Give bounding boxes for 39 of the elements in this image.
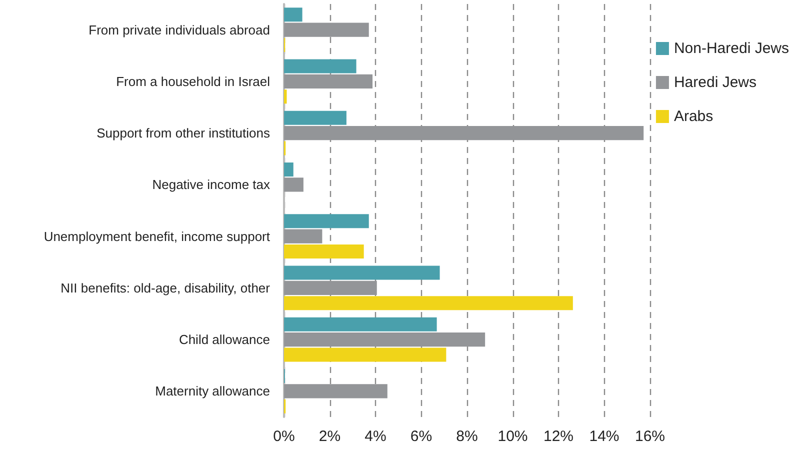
y-tick-label: Negative income tax: [152, 177, 270, 192]
bar: [284, 74, 373, 88]
bar: [284, 110, 346, 125]
x-tick-label: 8%: [456, 428, 478, 445]
bar: [284, 178, 304, 192]
bar: [284, 162, 294, 177]
x-tick-label: 2%: [318, 428, 341, 445]
bar: [284, 22, 369, 37]
legend-label: Haredi Jews: [674, 74, 756, 91]
legend-label: Non-Haredi Jews: [674, 40, 790, 57]
bar: [284, 126, 644, 140]
bar: [284, 280, 377, 295]
y-tick-label: Unemployment benefit, income support: [44, 228, 270, 244]
x-tick-label: 10%: [498, 428, 528, 445]
bar: [284, 384, 388, 398]
y-tick-label: Child allowance: [178, 332, 270, 348]
bar: [284, 244, 364, 259]
x-tick-label: 6%: [410, 428, 432, 445]
x-tick-label: 4%: [364, 428, 386, 445]
bar: [284, 332, 486, 347]
x-tick-label: 0%: [273, 428, 295, 445]
bar: [284, 59, 356, 74]
y-tick-label: From private individuals abroad: [88, 22, 270, 38]
y-tick-label: Maternity allowance: [155, 384, 270, 399]
x-tick-label: 12%: [543, 428, 574, 445]
bar: [284, 90, 287, 104]
y-tick-label: Support from other institutions: [96, 126, 270, 141]
x-tick-label: 16%: [634, 428, 666, 445]
legend-label: Arabs: [674, 108, 714, 125]
y-tick-label: NII benefits: old-age, disability, other: [60, 280, 271, 296]
bar: [284, 214, 369, 228]
x-tick-label: 14%: [589, 428, 620, 445]
bar: [284, 348, 446, 362]
y-tick-label: From a household in Israel: [116, 74, 270, 89]
bar: [284, 266, 440, 280]
bar: [284, 229, 322, 244]
bar: [284, 8, 302, 22]
bar: [284, 317, 437, 332]
bar: [284, 296, 573, 310]
